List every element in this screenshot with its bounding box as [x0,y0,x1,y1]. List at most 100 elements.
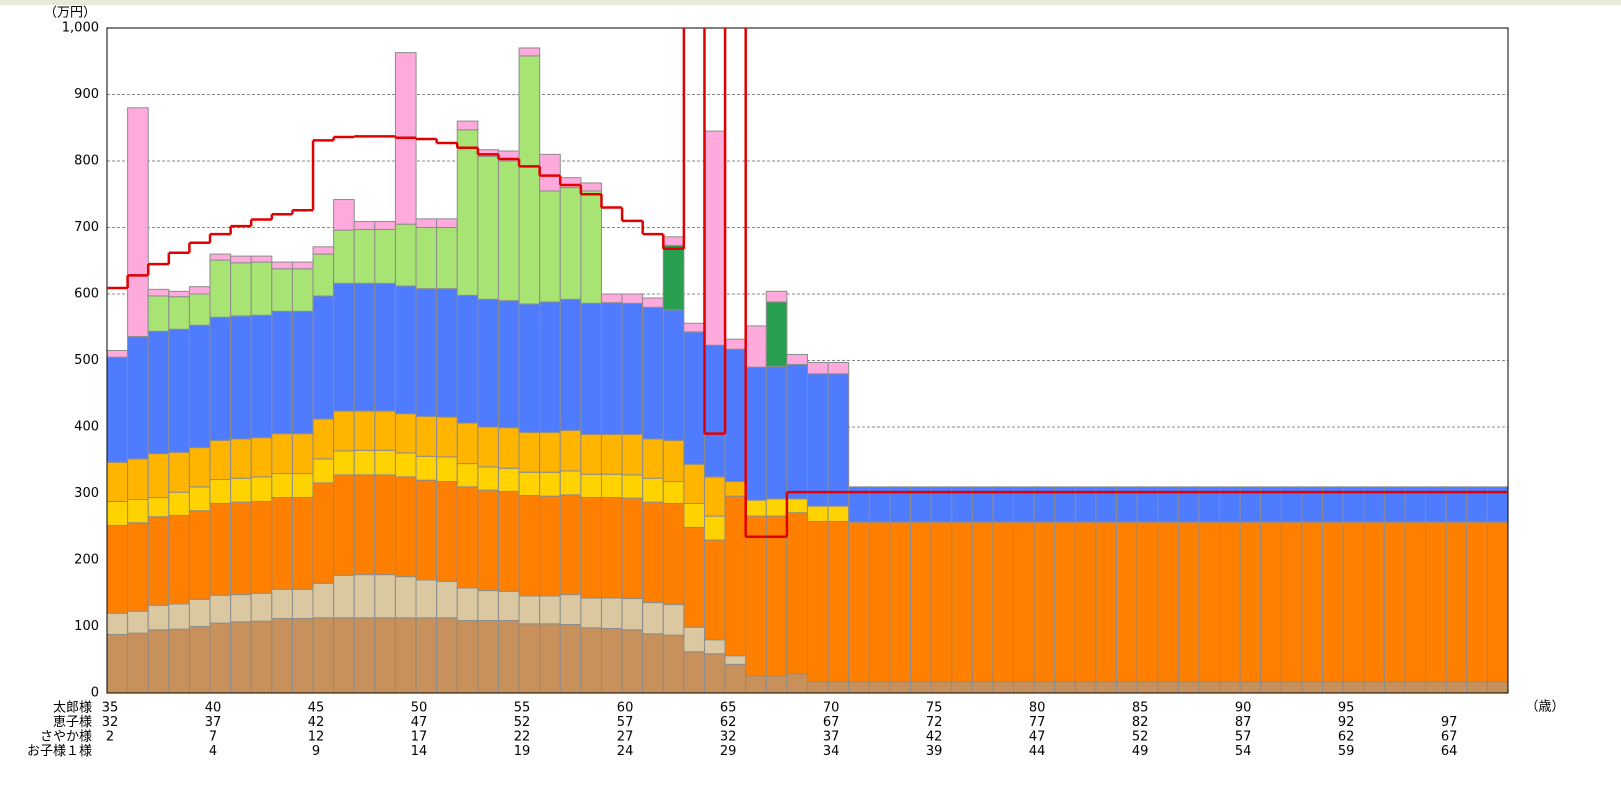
x-tick-label: 40 [205,701,222,716]
x-tick-label: 97 [1441,715,1458,730]
bar-segment [1116,681,1138,694]
bar-segment [703,476,726,517]
bar-segment [250,476,273,502]
bar-segment [106,524,129,614]
bar-segment [271,268,293,312]
row-name: 太郎様 [53,701,92,716]
bar-segment [642,633,664,694]
bar-segment [580,627,602,694]
bar-segment [374,474,396,576]
bar-segment [889,521,912,683]
bar-segment [333,410,355,452]
bar-segment [807,373,829,507]
bar-segment [518,55,541,305]
bar-segment [683,502,705,528]
x-tick-label: 2 [106,730,114,745]
bar-segment [209,502,232,596]
bar-segment [353,282,376,412]
bar-segment [580,496,602,599]
bar-segment [250,437,273,478]
bar-segment [580,182,602,192]
bar-segment [621,433,644,476]
bar-segment [456,120,479,131]
bar-segment [415,218,438,228]
bar-segment [868,681,891,694]
y-unit: （万円） [44,6,96,21]
bar-segment [992,521,1015,683]
bar-segment [580,302,602,435]
bar-segment [1404,681,1427,694]
bar-segment [188,626,211,694]
bar-segment [271,310,293,435]
x-tick-label: 34 [823,744,840,759]
bar-segment [456,587,479,622]
bar-segment [807,361,829,375]
x-tick-label: 12 [308,730,325,745]
bar-segment [539,431,561,473]
bar-segment [188,486,211,512]
bar-segment [642,297,664,308]
x-tick-label: 60 [617,701,634,716]
x-tick-label: 85 [1132,701,1149,716]
bar-segment [374,228,396,284]
x-tick-label: 55 [514,701,531,716]
bar-segment [1177,681,1200,694]
bar-segment [333,229,355,284]
bar-segment [827,520,850,683]
bar-segment [168,514,190,605]
bar-segment [1322,521,1344,683]
bar-segment [271,433,293,475]
bar-segment [539,495,561,597]
x-tick-label: 57 [617,715,634,730]
bar-segment [230,477,252,503]
bar-segment [642,438,664,479]
bar-segment [745,325,767,368]
bar-segment [703,653,726,694]
bar-segment [765,498,788,517]
bar-segment [559,298,582,431]
x-tick-label: 49 [1132,744,1149,759]
bar-segment [291,496,314,590]
y-tick-label: 900 [74,87,99,102]
bar-segment [106,500,129,526]
bar-segment [827,361,850,375]
bar-segment [127,336,149,460]
x-tick-label: 95 [1338,701,1355,716]
bar-segment [477,489,499,592]
bar-segment [518,494,541,597]
bar-segment [1383,681,1406,694]
bar-segment [312,482,335,584]
bar-segment [312,458,335,484]
bar-segment [1260,521,1282,683]
bar-segment [580,190,602,304]
bar-segment [724,495,747,657]
x-tick-label: 22 [514,730,531,745]
bar-segment [291,310,314,435]
x-tick-label: 32 [720,730,737,745]
x-tick-label: 90 [1235,701,1252,716]
bar-segment [559,594,582,626]
bar-segment [497,590,520,622]
bar-segment [848,681,870,694]
bar-segment [497,467,520,493]
top-strip [0,0,1621,5]
bar-segment [374,617,396,694]
bar-segment [147,295,170,332]
bar-segment [1219,681,1241,694]
bar-segment [415,579,438,619]
y-tick-label: 600 [74,287,99,302]
bar-segment [662,502,685,606]
bar-segment [662,604,685,636]
bar-segment [662,309,685,441]
x-tick-label: 67 [1441,730,1458,745]
bar-segment [1280,681,1303,694]
bar-segment [518,595,541,625]
x-tick-label: 27 [617,730,634,745]
bar-segment [127,632,149,694]
bar-segment [415,415,438,457]
bar-segment [683,322,705,333]
bar-segment [1116,521,1138,683]
bar-segment [1363,521,1385,683]
bar-segment [271,261,293,270]
x-tick-label: 50 [411,701,428,716]
